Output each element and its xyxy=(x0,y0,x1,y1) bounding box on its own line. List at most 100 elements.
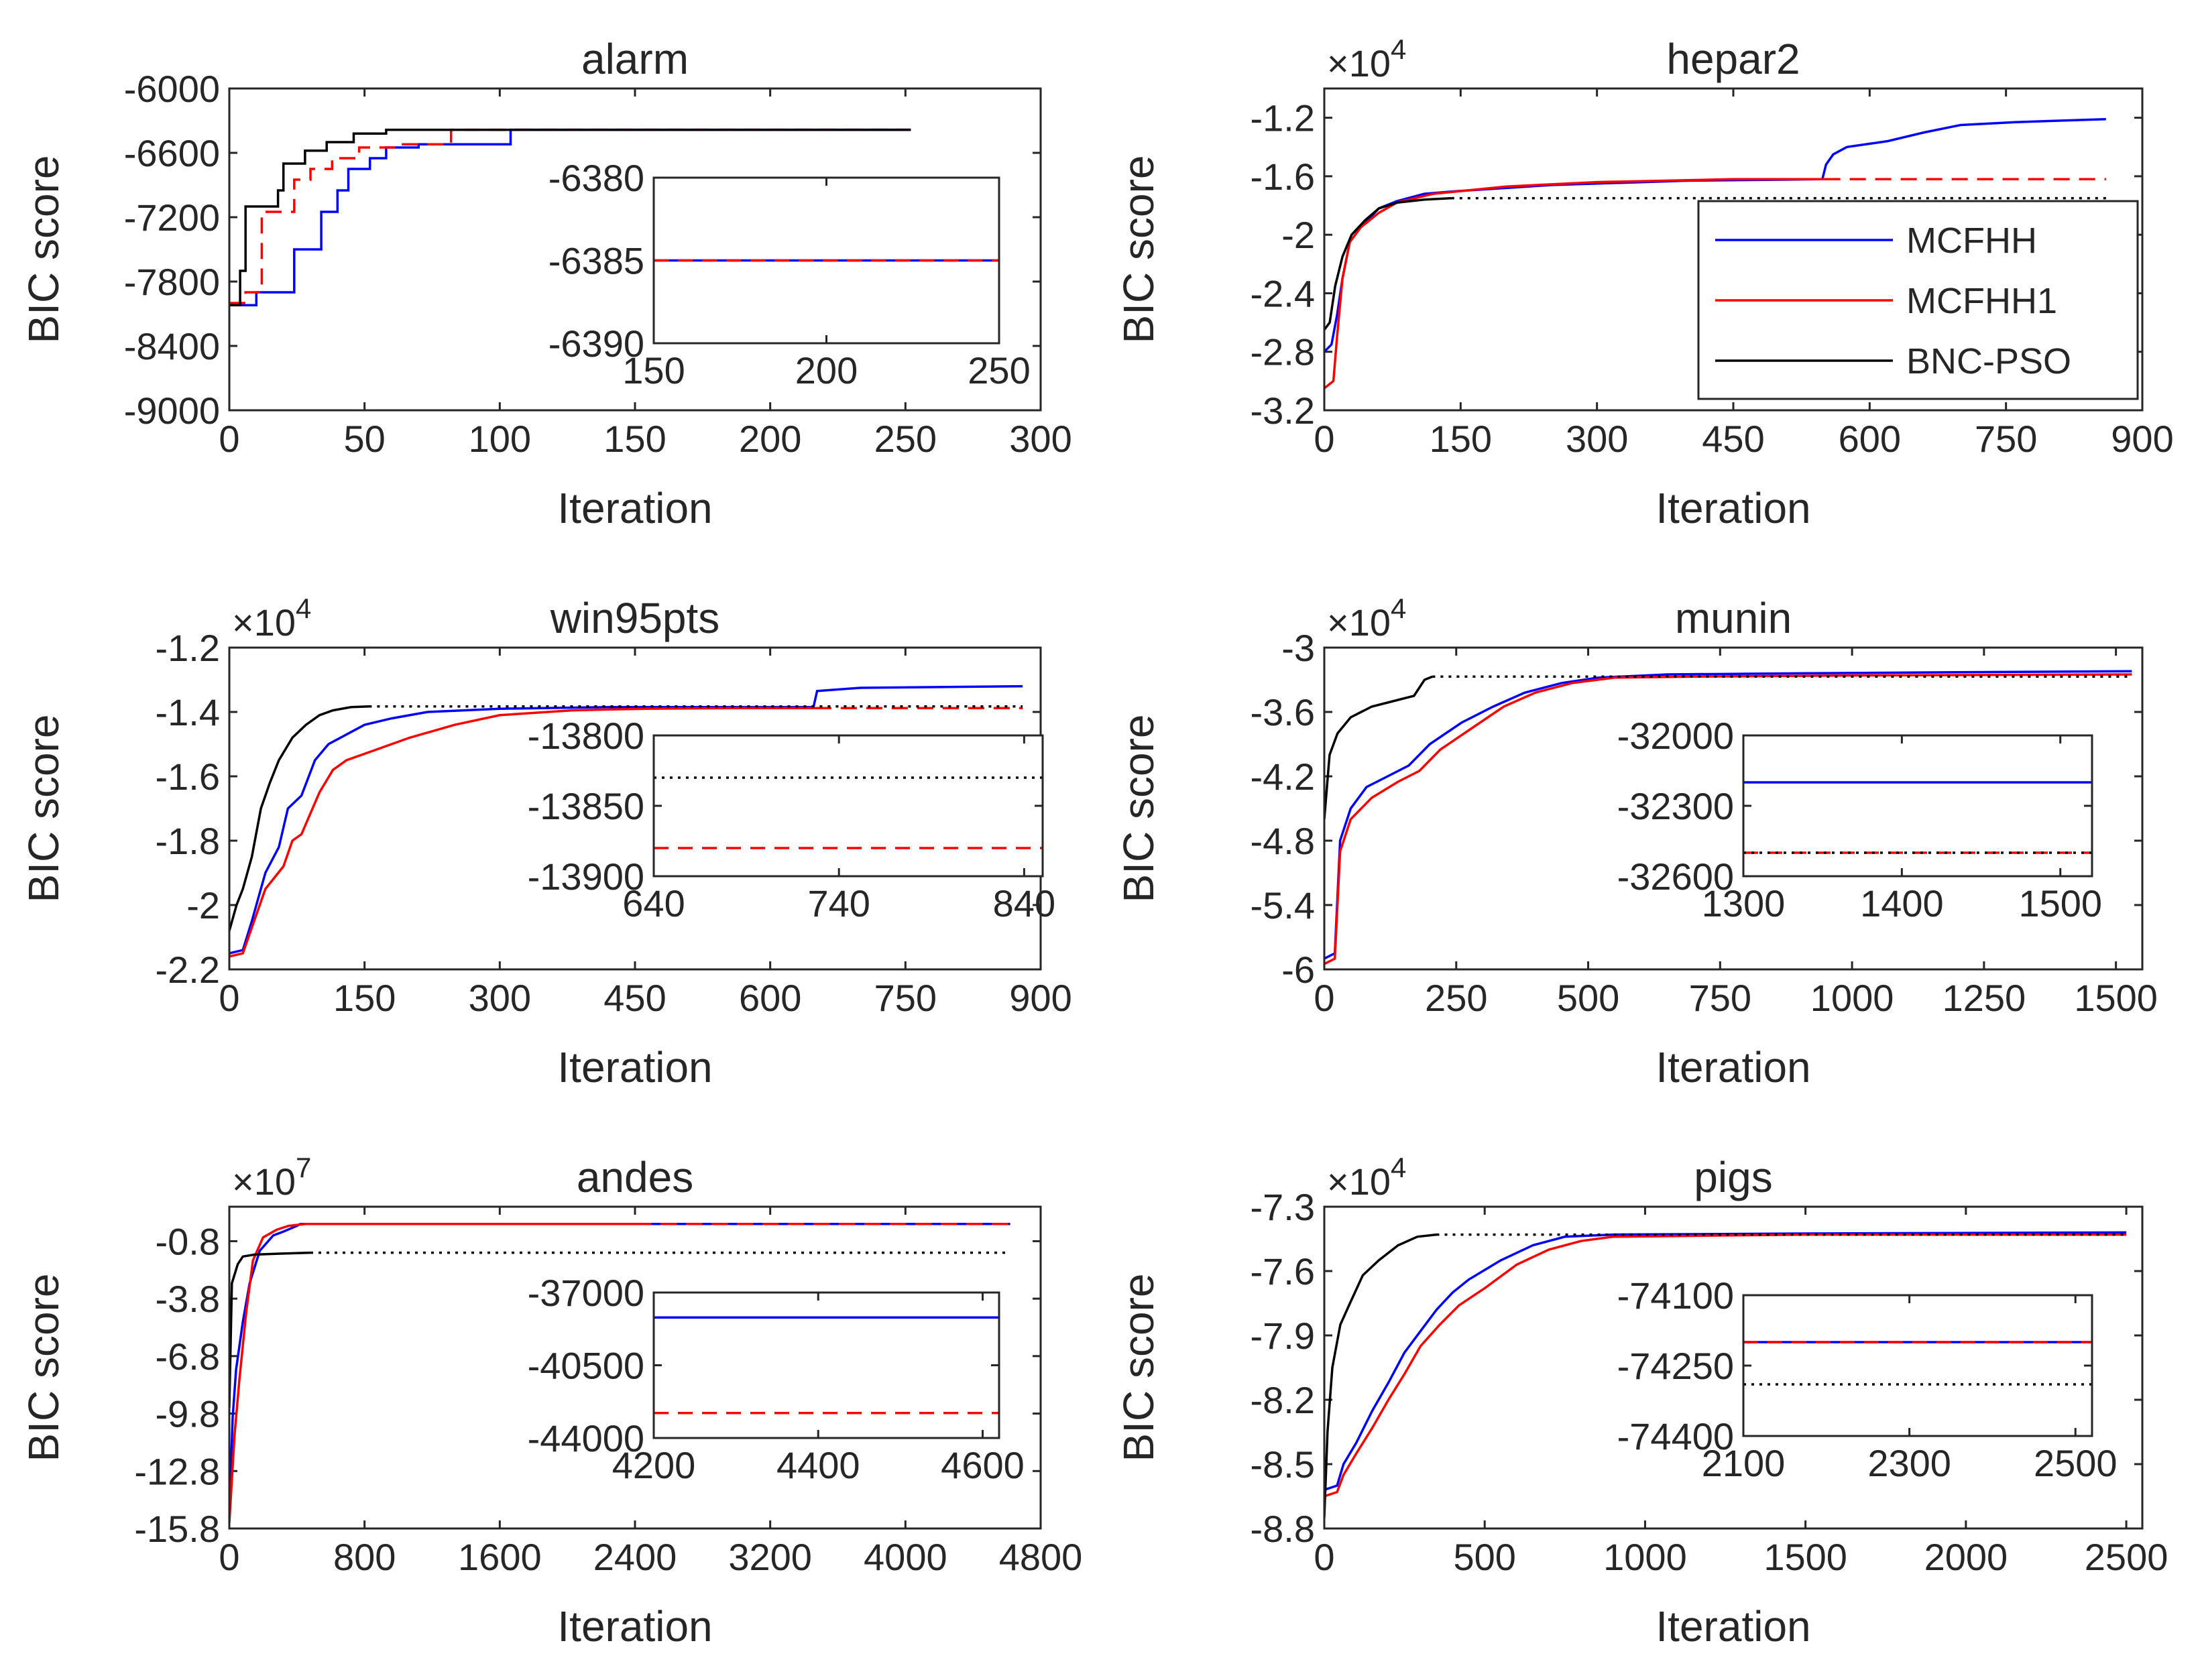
panel-alarm-ytick-label: -6000 xyxy=(124,68,220,110)
inset-win95pts-ytick-label: -13850 xyxy=(528,785,644,827)
inset-alarm-xtick-label: 200 xyxy=(795,349,858,392)
panel-hepar2-xtick-label: 150 xyxy=(1430,418,1492,460)
panel-andes-ytick-label: -6.8 xyxy=(156,1335,221,1378)
series-line-mcfhh1 xyxy=(1324,1233,2127,1498)
panel-munin-xlabel: Iteration xyxy=(1656,1043,1810,1091)
inset-alarm-xtick-label: 250 xyxy=(968,349,1030,392)
panel-andes-ylabel: BIC score xyxy=(19,1274,68,1462)
panel-andes-ytick-label: -12.8 xyxy=(134,1450,220,1492)
panel-hepar2-ylabel: BIC score xyxy=(1114,156,1163,344)
inset-andes-ytick-label: -44000 xyxy=(528,1417,644,1459)
inset-pigs-xtick-label: 2500 xyxy=(2034,1442,2118,1484)
panel-alarm-ytick-label: -8400 xyxy=(124,325,220,367)
panel-munin-ytick-label: -4.8 xyxy=(1251,820,1316,862)
panel-pigs-exponent: ×104 xyxy=(1327,1152,1406,1203)
panel-pigs-inset: 2100 2300 2500 -74400 -74250 -74100 xyxy=(1617,1274,2118,1484)
inset-pigs-ytick-label: -74100 xyxy=(1617,1274,1734,1317)
panel-munin-frame xyxy=(1323,646,2144,971)
panel-alarm-xtick-label: 300 xyxy=(1009,418,1071,460)
panel-munin-ytick-label: -5.4 xyxy=(1251,884,1316,926)
panel-alarm-title: alarm xyxy=(581,35,689,83)
series-line-mcfhh1 xyxy=(229,707,815,958)
series-line-mcfhh xyxy=(1324,1231,2127,1492)
panel-hepar2-frame xyxy=(1323,87,2144,412)
panel-win95pts-xtick-label: 900 xyxy=(1009,977,1071,1019)
panel-andes-ytick-label: -3.8 xyxy=(156,1278,221,1320)
panel-alarm-series xyxy=(229,128,911,306)
panel-andes: 0 800 1600 2400 3200 4000 4800 -15.8 -12.8 -9.8 -6… xyxy=(19,1152,1082,1651)
panel-hepar2-xtick-label: 900 xyxy=(2111,418,2173,460)
panel-hepar2-ytick-label: -1.2 xyxy=(1251,97,1316,139)
panel-pigs-xtick-label: 1500 xyxy=(1763,1536,1847,1578)
panel-pigs-xtick-label: 2500 xyxy=(2085,1536,2168,1578)
panel-andes-xtick-label: 3200 xyxy=(728,1536,812,1578)
panel-win95pts-ytick-label: -1.4 xyxy=(156,691,221,733)
panel-andes-title: andes xyxy=(577,1153,693,1201)
series-line-bnc-pso xyxy=(229,705,369,931)
inset-andes-ytick-label: -40500 xyxy=(528,1345,644,1387)
panel-andes-xtick-label: 4800 xyxy=(999,1536,1083,1578)
inset-munin-background xyxy=(1743,735,2092,876)
inset-munin-xtick-label: 1300 xyxy=(1702,882,1786,924)
panel-andes-ytick-label: -15.8 xyxy=(134,1508,220,1550)
series-line-bnc-pso xyxy=(229,1251,311,1408)
panel-alarm-inset: 150 200 250 -6390 -6385 -6380 xyxy=(548,157,1031,392)
inset-win95pts-ytick-label: -13800 xyxy=(528,715,644,757)
panel-andes-exponent: ×107 xyxy=(232,1152,311,1203)
inset-munin-xtick-label: 1400 xyxy=(1860,882,1944,924)
panel-alarm-xtick-label: 150 xyxy=(603,418,666,460)
series-line-bnc-pso xyxy=(1324,1233,1437,1518)
inset-munin-frame xyxy=(1742,734,2093,878)
inset-andes-xtick-label: 4400 xyxy=(776,1444,860,1486)
panel-alarm-ytick-label: -6600 xyxy=(124,132,220,174)
inset-pigs-xtick-label: 2300 xyxy=(1867,1442,1951,1484)
panel-win95pts-ylabel: BIC score xyxy=(19,715,68,903)
inset-pigs-xtick-label: 2100 xyxy=(1702,1442,1786,1484)
panel-win95pts-xtick-label: 450 xyxy=(603,977,666,1019)
inset-win95pts-xtick-label: 840 xyxy=(993,882,1055,924)
panel-win95pts-xtick-label: 750 xyxy=(874,977,937,1019)
legend: MCFHH MCFHH1 BNC-PSO xyxy=(1697,200,2139,400)
inset-pigs-ytick-label: -74250 xyxy=(1617,1345,1734,1387)
panel-munin-exponent: ×104 xyxy=(1327,593,1406,644)
panel-munin-ytick-label: -3 xyxy=(1281,627,1315,669)
panel-munin-xtick-label: 500 xyxy=(1557,977,1619,1019)
panel-hepar2-xtick-label: 750 xyxy=(1975,418,2037,460)
panel-pigs-ytick-label: -8.8 xyxy=(1251,1508,1316,1550)
panel-andes-xtick-label: 0 xyxy=(219,1536,239,1578)
panel-munin-title: munin xyxy=(1675,594,1792,642)
panel-pigs-xtick-label: 0 xyxy=(1314,1536,1334,1578)
panel-win95pts-ytick-label: -2 xyxy=(186,884,220,926)
panel-win95pts-ytick-label: -1.2 xyxy=(156,627,221,669)
panel-pigs-xlabel: Iteration xyxy=(1656,1602,1810,1651)
inset-alarm-xtick-label: 150 xyxy=(622,349,685,392)
panel-hepar2: 0 150 300 450 600 750 900 -3.2 -2.8 -2.4 -2 -1.6 -1.… xyxy=(1114,34,2174,532)
inset-pigs-ytick-label: -74400 xyxy=(1617,1415,1734,1457)
panel-alarm-ytick-label: -9000 xyxy=(124,389,220,432)
panel-munin-series xyxy=(1324,670,2132,965)
panel-andes-ytick-label: -0.8 xyxy=(156,1220,221,1262)
inset-andes-xtick-label: 4200 xyxy=(612,1444,696,1486)
panel-pigs-frame xyxy=(1323,1205,2144,1530)
series-line-bnc-pso xyxy=(1324,675,1434,820)
panel-pigs-ytick-label: -8.5 xyxy=(1251,1443,1316,1486)
panel-pigs-ytick-label: -8.2 xyxy=(1251,1379,1316,1421)
series-line-mcfhh xyxy=(229,128,911,306)
inset-pigs-frame xyxy=(1742,1294,2093,1437)
panel-hepar2-ytick-label: -2.8 xyxy=(1251,331,1316,373)
panel-munin-ytick-label: -3.6 xyxy=(1251,691,1316,733)
inset-alarm-ytick-label: -6380 xyxy=(548,157,644,199)
panel-win95pts-xtick-label: 150 xyxy=(333,977,396,1019)
inset-win95pts-ytick-label: -13900 xyxy=(528,855,644,898)
panel-munin-ytick-label: -6 xyxy=(1281,949,1315,991)
panel-andes-xtick-label: 800 xyxy=(333,1536,396,1578)
series-line-bnc-pso xyxy=(229,128,911,306)
inset-munin-xtick-label: 1500 xyxy=(2018,882,2102,924)
panel-pigs-ytick-label: -7.6 xyxy=(1251,1250,1316,1293)
legend-label-bnc-pso: BNC-PSO xyxy=(1906,341,2071,381)
panel-alarm-frame xyxy=(228,87,1042,412)
inset-andes-xtick-label: 4600 xyxy=(941,1444,1025,1486)
panel-andes-ytick-label: -9.8 xyxy=(156,1393,221,1435)
panel-andes-frame xyxy=(228,1205,1042,1530)
inset-alarm-frame xyxy=(652,176,1000,345)
